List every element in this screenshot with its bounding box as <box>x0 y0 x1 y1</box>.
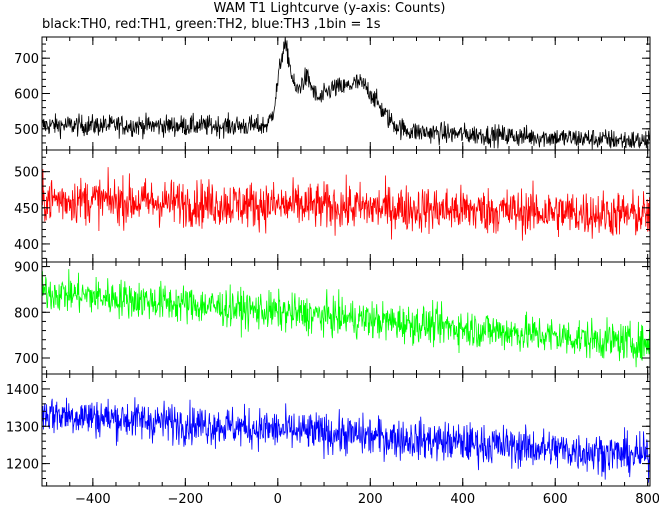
y-tick-label-TH2: 800 <box>14 306 39 321</box>
x-tick-label: 0 <box>274 492 282 505</box>
y-tick-label-TH2: 700 <box>14 352 39 367</box>
y-tick-label-TH3: 1400 <box>6 383 39 398</box>
chart-title: WAM T1 Lightcurve (y-axis: Counts) <box>213 1 446 16</box>
x-tick-label: 800 <box>635 492 659 505</box>
panel-frame-TH0 <box>41 36 651 151</box>
y-tick-label-TH0: 500 <box>14 123 39 138</box>
x-tick-label: 200 <box>358 492 383 505</box>
x-tick-label: −400 <box>75 492 111 505</box>
panel-frame-TH3 <box>41 373 651 487</box>
series-line-TH1 <box>42 167 650 241</box>
y-tick-label-TH1: 500 <box>14 166 39 181</box>
x-tick-label: 600 <box>543 492 568 505</box>
chart-subtitle: black:TH0, red:TH1, green:TH2, blue:TH3 … <box>42 17 381 32</box>
x-tick-label: −200 <box>167 492 203 505</box>
series-line-TH3 <box>42 397 650 483</box>
y-tick-label-TH2: 900 <box>14 261 39 276</box>
y-tick-label-TH3: 1300 <box>6 420 39 435</box>
y-tick-label-TH1: 450 <box>14 202 39 217</box>
y-tick-label-TH1: 400 <box>14 238 39 253</box>
series-line-TH0 <box>42 37 650 150</box>
y-tick-label-TH0: 700 <box>14 52 39 67</box>
y-tick-label-TH3: 1200 <box>6 458 39 473</box>
x-tick-label: 400 <box>450 492 475 505</box>
series-line-TH2 <box>42 269 650 368</box>
y-tick-label-TH0: 600 <box>14 88 39 103</box>
